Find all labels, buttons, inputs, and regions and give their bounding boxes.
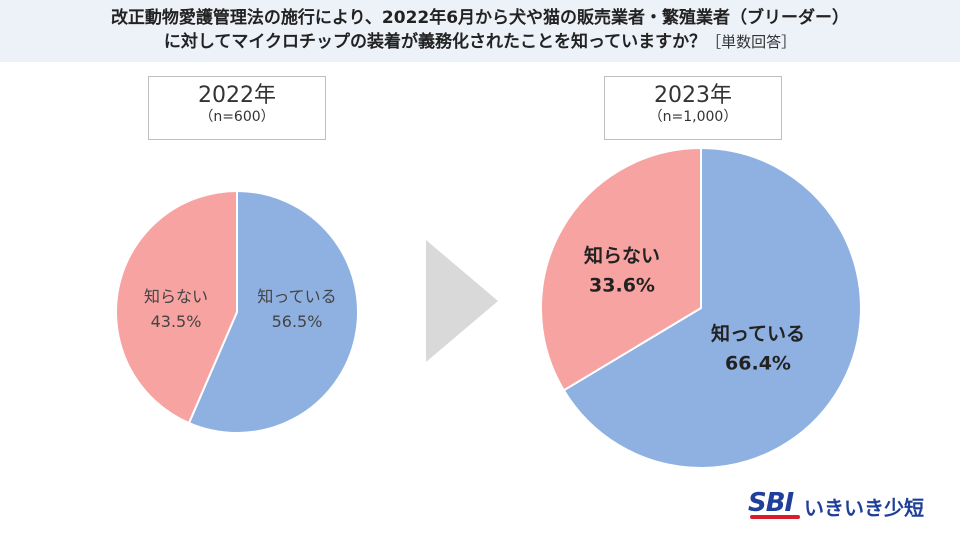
sample-size-2023: （n=1,000） (648, 109, 738, 125)
logo-name: いきいき少短 (804, 496, 924, 520)
slice-value-dont-know: 43.5% (151, 312, 202, 331)
year-2023-label: 2023年 (654, 83, 732, 108)
answer-type-note: ［単数回答］ (706, 33, 797, 51)
title-line-2: に対してマイクロチップの装着が義務化されたことを知っていますか？［単数回答］ (0, 30, 960, 54)
comparison-arrow (426, 240, 498, 362)
slice-label-dont-know: 知らない (584, 244, 660, 267)
logo-mark: SBI (748, 488, 794, 518)
title-line-1: 改正動物愛護管理法の施行により、2022年6月から犬や猫の販売業者・繁殖業者（ブ… (110, 8, 850, 28)
year-box-2023: 2023年 （n=1,000） (604, 76, 782, 140)
slice-label-dont-know: 知らない (144, 287, 208, 306)
slice-value-dont-know: 33.6% (589, 274, 655, 296)
slice-label-know: 知っている (711, 322, 805, 345)
sample-size-2022: （n=600） (199, 109, 275, 125)
logo-swoosh (750, 515, 800, 519)
year-box-2022: 2022年 （n=600） (148, 76, 326, 140)
year-2022-label: 2022年 (198, 83, 276, 108)
survey-question-title: 改正動物愛護管理法の施行により、2022年6月から犬や猫の販売業者・繁殖業者（ブ… (0, 6, 960, 54)
slice-value-know: 66.4% (725, 352, 791, 374)
slice-label-know: 知っている (257, 287, 336, 306)
company-logo: SBI いきいき少短 (748, 488, 948, 522)
title-line-2-text: に対してマイクロチップの装着が義務化されたことを知っていますか？ (163, 32, 707, 52)
pie-2023: 知っている 66.4% 知らない 33.6% (540, 146, 862, 469)
pie-2022: 知っている 56.5% 知らない 43.5% (115, 189, 359, 434)
pie-slice-dont-know (115, 189, 238, 425)
pie-slice-know (187, 189, 359, 434)
pie-slice-dont-know (540, 146, 702, 392)
slice-value-know: 56.5% (272, 312, 323, 331)
title-banner (0, 0, 960, 62)
pie-slice-know (562, 146, 862, 469)
